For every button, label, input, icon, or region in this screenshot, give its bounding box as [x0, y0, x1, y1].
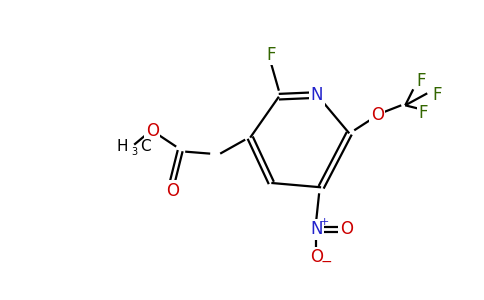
- Text: F: F: [266, 46, 275, 64]
- Text: N: N: [310, 220, 322, 238]
- Text: F: F: [417, 72, 426, 90]
- Text: C: C: [140, 139, 151, 154]
- Text: O: O: [371, 106, 384, 124]
- Text: F: F: [419, 104, 428, 122]
- Text: F: F: [433, 86, 442, 104]
- Text: O: O: [166, 182, 179, 200]
- Text: O: O: [340, 220, 353, 238]
- Text: 3: 3: [131, 147, 137, 157]
- Text: H: H: [117, 139, 128, 154]
- Text: O: O: [310, 248, 323, 266]
- Text: O: O: [146, 122, 159, 140]
- Text: +: +: [319, 217, 329, 227]
- Text: −: −: [320, 255, 332, 269]
- Text: N: N: [311, 86, 323, 104]
